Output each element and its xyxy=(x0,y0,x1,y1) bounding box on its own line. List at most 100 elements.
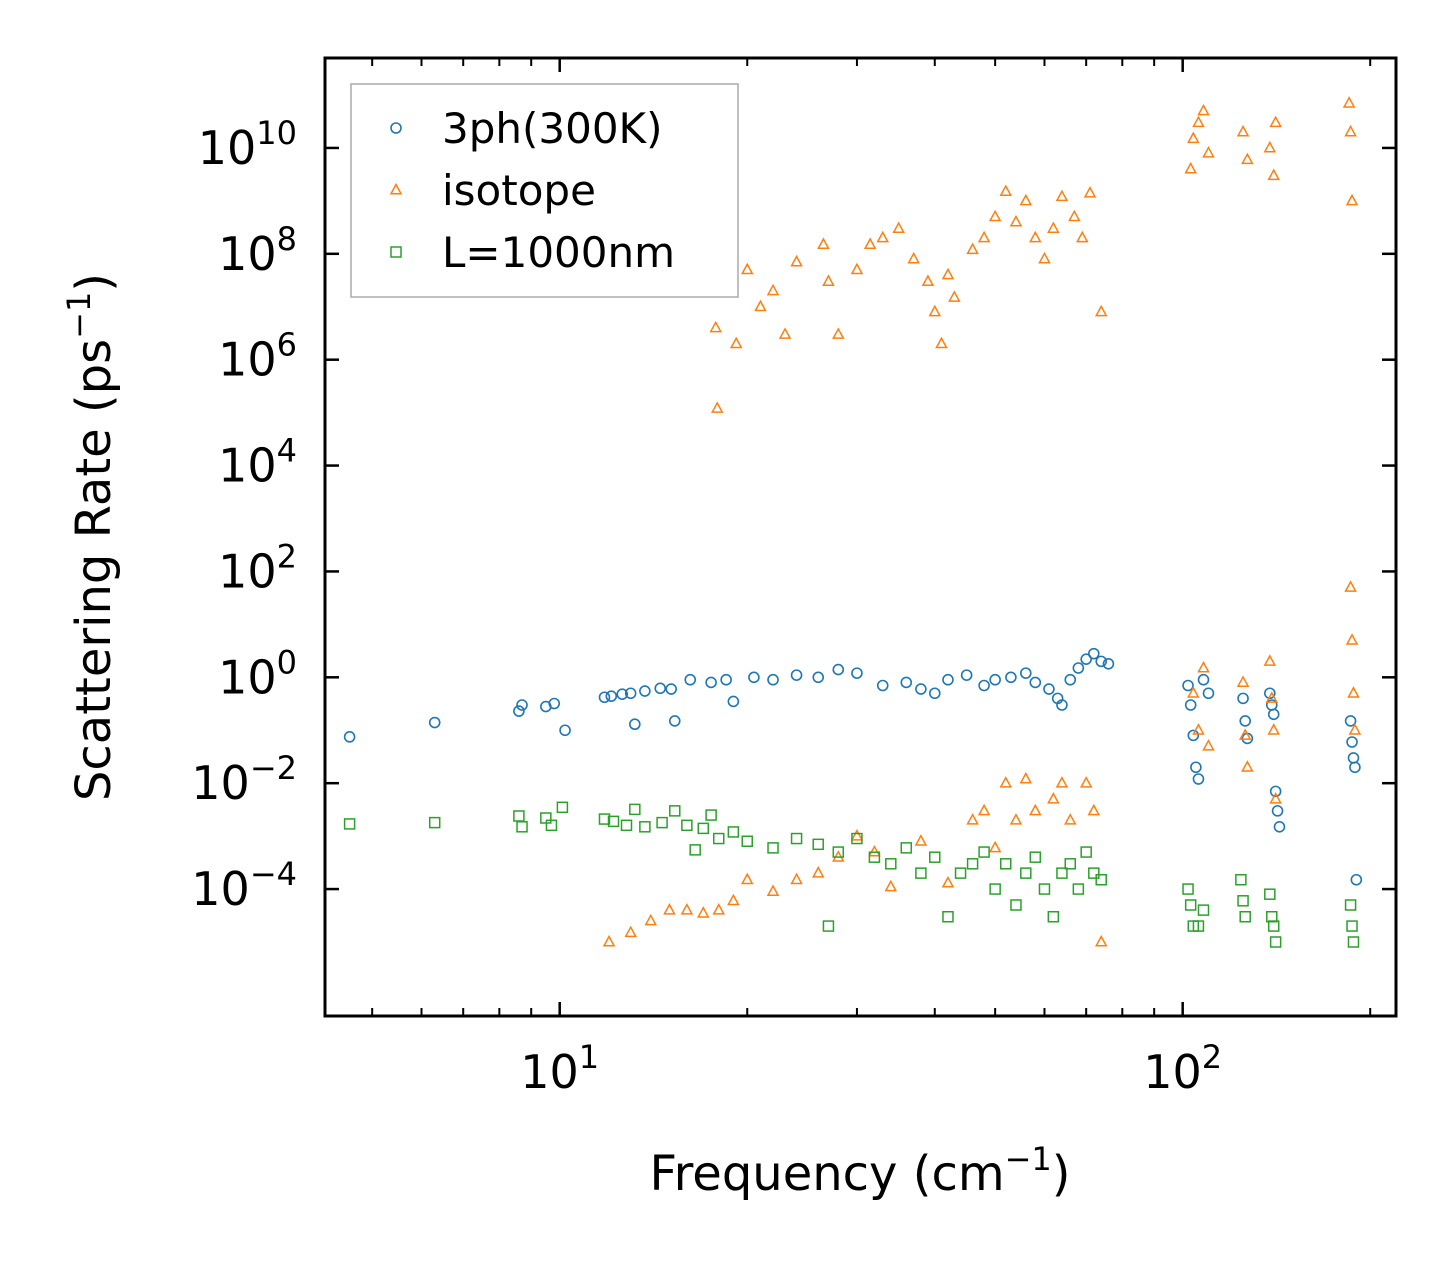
data-point xyxy=(812,838,824,851)
data-points xyxy=(343,96,1363,948)
data-point xyxy=(850,262,864,275)
legend-marker xyxy=(390,246,402,258)
data-point xyxy=(966,858,979,870)
x-tick-label: 102 xyxy=(1143,1038,1222,1099)
data-point xyxy=(915,683,927,695)
data-point xyxy=(602,934,616,947)
data-point xyxy=(1344,124,1357,137)
data-point xyxy=(1345,193,1359,206)
data-point xyxy=(884,879,898,892)
data-point xyxy=(1346,736,1358,748)
data-point xyxy=(790,254,803,267)
data-point xyxy=(754,299,767,312)
data-point xyxy=(1267,920,1280,932)
data-point xyxy=(767,842,779,854)
y-tick-label: 10−2 xyxy=(191,749,297,810)
data-point xyxy=(740,872,754,885)
data-point xyxy=(559,724,571,737)
data-point xyxy=(1197,673,1210,686)
data-point xyxy=(1076,230,1089,243)
data-point xyxy=(1344,899,1357,911)
data-point xyxy=(624,687,637,700)
data-point xyxy=(1347,752,1360,764)
data-point xyxy=(941,267,955,280)
data-point xyxy=(1029,803,1042,816)
data-point xyxy=(1009,813,1023,825)
data-point xyxy=(935,336,948,349)
data-point xyxy=(516,821,528,833)
data-point xyxy=(942,910,954,923)
data-point xyxy=(1271,805,1284,817)
data-point xyxy=(665,683,678,695)
data-point xyxy=(1269,936,1282,948)
data-point xyxy=(598,813,611,825)
data-point xyxy=(1239,715,1252,727)
data-point xyxy=(1005,671,1017,684)
data-point xyxy=(656,816,668,829)
data-point xyxy=(876,230,889,243)
x-axis-label: Frequency (cm−1) xyxy=(649,1140,1070,1202)
legend-label: L=1000nm xyxy=(442,228,675,277)
data-point xyxy=(948,290,961,302)
data-point xyxy=(868,844,881,857)
data-point xyxy=(876,679,889,692)
y-tick-label: 10−4 xyxy=(191,855,297,916)
data-point xyxy=(1020,867,1032,879)
data-point xyxy=(1235,873,1247,886)
data-point xyxy=(1055,776,1069,788)
data-point xyxy=(822,920,835,932)
data-point xyxy=(1269,115,1282,128)
data-point xyxy=(712,832,725,845)
data-point xyxy=(729,336,743,349)
data-point xyxy=(1029,676,1042,689)
data-point xyxy=(343,731,356,743)
data-point xyxy=(1095,873,1107,886)
data-point xyxy=(988,840,1002,853)
data-point xyxy=(1072,662,1085,674)
data-point xyxy=(1239,910,1251,923)
plot-area xyxy=(343,96,1363,948)
data-point xyxy=(1187,729,1200,742)
data-point xyxy=(989,673,1001,686)
data-point xyxy=(1029,230,1042,243)
data-point xyxy=(1266,910,1278,923)
legend-label: 3ph(300K) xyxy=(442,104,662,153)
data-point xyxy=(545,819,558,832)
data-point xyxy=(914,834,928,846)
data-point xyxy=(1102,657,1115,670)
data-point xyxy=(928,304,942,317)
data-point xyxy=(966,242,979,255)
data-point xyxy=(1064,813,1077,825)
data-point xyxy=(556,801,569,814)
data-point xyxy=(1342,96,1356,108)
legend-marker xyxy=(390,122,402,134)
data-point xyxy=(907,251,920,264)
data-point xyxy=(684,673,697,686)
data-point xyxy=(851,832,863,845)
data-point xyxy=(766,283,780,296)
data-point xyxy=(669,805,681,817)
legend-label: isotope xyxy=(442,166,596,215)
data-point xyxy=(1263,140,1277,153)
data-point xyxy=(1192,723,1205,735)
data-point xyxy=(343,818,356,830)
axis-ticks xyxy=(325,58,1396,1016)
legend-box xyxy=(350,83,739,298)
data-point xyxy=(1237,895,1249,907)
data-point xyxy=(616,688,629,700)
data-point xyxy=(513,810,525,822)
data-point xyxy=(1068,209,1081,222)
data-point xyxy=(1202,687,1215,700)
data-point xyxy=(885,858,897,870)
y-tick-label: 102 xyxy=(218,537,297,598)
data-point xyxy=(1238,728,1252,740)
data-point xyxy=(1043,683,1055,695)
data-point xyxy=(1184,161,1197,174)
data-point xyxy=(727,826,740,838)
data-point xyxy=(1088,647,1100,660)
data-point xyxy=(1047,221,1060,234)
data-point xyxy=(954,867,967,879)
data-point xyxy=(790,669,803,681)
data-point xyxy=(1029,851,1042,863)
data-point xyxy=(1273,821,1286,833)
